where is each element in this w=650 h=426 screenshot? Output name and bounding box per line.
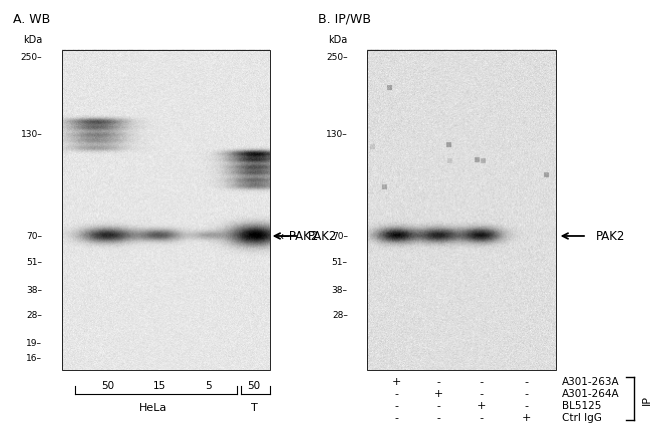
Text: -: - bbox=[479, 388, 483, 398]
Text: 16–: 16– bbox=[26, 353, 42, 363]
Text: -: - bbox=[525, 376, 528, 386]
Text: 28–: 28– bbox=[27, 311, 42, 320]
Text: 70–: 70– bbox=[26, 232, 42, 241]
Text: BL5125: BL5125 bbox=[562, 400, 602, 410]
Text: -: - bbox=[395, 388, 398, 398]
Text: A301-264A: A301-264A bbox=[562, 388, 620, 398]
Text: T: T bbox=[252, 402, 258, 412]
Text: +: + bbox=[392, 376, 401, 386]
Text: 5: 5 bbox=[205, 380, 211, 391]
Bar bbox=[62, 51, 270, 371]
Text: -: - bbox=[437, 376, 441, 386]
Text: A301-263A: A301-263A bbox=[562, 376, 620, 386]
Text: PAK2: PAK2 bbox=[307, 230, 337, 243]
Text: HeLa: HeLa bbox=[138, 402, 167, 412]
Text: kDa: kDa bbox=[23, 35, 42, 45]
Text: B. IP/WB: B. IP/WB bbox=[318, 13, 372, 26]
Text: 250–: 250– bbox=[21, 53, 42, 62]
Text: -: - bbox=[479, 412, 483, 422]
Text: -: - bbox=[437, 412, 441, 422]
Text: -: - bbox=[395, 412, 398, 422]
Text: 70–: 70– bbox=[332, 232, 348, 241]
Text: 51–: 51– bbox=[26, 257, 42, 267]
Text: 130–: 130– bbox=[326, 130, 348, 139]
Text: 19–: 19– bbox=[26, 338, 42, 348]
Text: +: + bbox=[434, 388, 443, 398]
Text: A. WB: A. WB bbox=[13, 13, 50, 26]
Text: 130–: 130– bbox=[21, 130, 42, 139]
Text: kDa: kDa bbox=[328, 35, 348, 45]
Bar bbox=[367, 51, 556, 371]
Text: ←PAK2: ←PAK2 bbox=[280, 230, 318, 243]
Text: Ctrl IgG: Ctrl IgG bbox=[562, 412, 602, 422]
Text: -: - bbox=[525, 400, 528, 410]
Text: 51–: 51– bbox=[332, 257, 348, 267]
Text: 38–: 38– bbox=[332, 285, 348, 294]
Text: 38–: 38– bbox=[26, 285, 42, 294]
Text: -: - bbox=[437, 400, 441, 410]
Text: 50: 50 bbox=[101, 380, 114, 391]
Text: +: + bbox=[476, 400, 486, 410]
Text: 15: 15 bbox=[153, 380, 166, 391]
Text: -: - bbox=[525, 388, 528, 398]
Text: 28–: 28– bbox=[332, 311, 348, 320]
Text: +: + bbox=[522, 412, 531, 422]
Text: -: - bbox=[395, 400, 398, 410]
Text: PAK2: PAK2 bbox=[595, 230, 625, 243]
Text: 250–: 250– bbox=[326, 53, 348, 62]
Text: IP: IP bbox=[642, 394, 650, 404]
Text: -: - bbox=[479, 376, 483, 386]
Text: 50: 50 bbox=[247, 380, 260, 391]
